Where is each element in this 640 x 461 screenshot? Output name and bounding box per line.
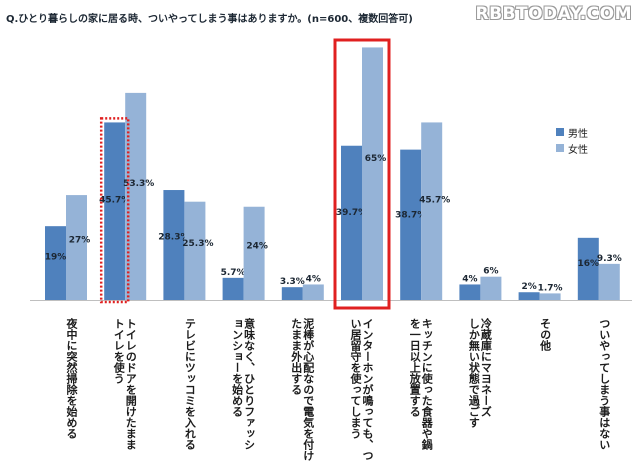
bar-female-5 (362, 47, 383, 300)
bar-male-9 (577, 237, 599, 300)
data-label-male-8: 2% (521, 282, 536, 292)
category-label-2: テレビにツッコミを入れる (183, 318, 197, 450)
data-label-male-4: 3.3% (280, 277, 305, 287)
legend-item-male: 男性 (556, 124, 588, 140)
data-label-male-1: 45.7% (99, 195, 130, 205)
highlight-solid-box (333, 38, 391, 310)
bar-female-4 (302, 284, 324, 300)
category-label-7: 冷蔵庫にマヨネーズ しか無い状態で過ごす (467, 318, 493, 428)
data-label-male-9: 16% (578, 259, 600, 269)
data-label-male-3: 5.7% (221, 268, 246, 278)
category-label-9: ついやってしまう事はない (597, 318, 611, 450)
category-label-0: 夜中に突然掃除を始める (65, 318, 78, 439)
bar-female-3 (243, 206, 265, 300)
data-label-female-5: 65% (365, 154, 387, 164)
bar-female-9 (598, 263, 620, 300)
chart-title: Q.ひとり暮らしの家に居る時、ついやってしまう事はありますか。(n=600、複数… (6, 14, 413, 25)
bar-female-6 (421, 122, 443, 301)
legend-label-male: 男性 (568, 128, 588, 140)
data-label-male-6: 38.7% (395, 210, 426, 220)
data-label-female-1: 53.3% (123, 179, 154, 189)
data-label-male-7: 4% (462, 274, 477, 284)
category-label-3: 意味なく、ひとりファッシ ョンショーを始める (230, 318, 256, 450)
data-label-female-8: 1.7% (538, 283, 563, 293)
bar-male-5 (341, 145, 362, 300)
bar-female-7 (480, 276, 502, 300)
data-label-female-4: 4% (306, 274, 321, 284)
legend: 男性 女性 (556, 124, 588, 156)
bar-male-1 (104, 122, 126, 301)
category-label-6: キッチンに使った食器や鍋 を一日以上放置する (408, 318, 434, 450)
bar-male-2 (163, 190, 185, 300)
data-label-male-2: 28.3% (158, 233, 189, 243)
bar-female-0 (66, 195, 87, 300)
bar-male-7 (459, 284, 481, 300)
data-label-female-9: 9.3% (597, 254, 622, 264)
data-label-female-0: 27% (69, 235, 91, 245)
category-label-8: その他 (538, 318, 552, 351)
bar-male-4 (281, 287, 303, 300)
legend-label-female: 女性 (568, 144, 588, 156)
legend-swatch-female (556, 144, 564, 152)
data-label-female-6: 45.7% (419, 195, 450, 205)
category-label-1: トイレのドアを開けたまま トイレを使う (112, 318, 138, 450)
bar-male-6 (400, 149, 422, 300)
legend-swatch-male (556, 128, 564, 136)
bar-female-8 (539, 293, 561, 300)
bar-male-3 (222, 277, 244, 300)
data-label-female-2: 25.3% (182, 239, 213, 249)
data-label-female-3: 24% (246, 242, 268, 252)
data-label-male-0: 19% (45, 252, 67, 262)
data-label-female-7: 6% (483, 267, 498, 277)
bar-female-1 (125, 92, 147, 301)
bar-male-8 (518, 292, 540, 300)
data-label-male-5: 39.7% (336, 208, 367, 218)
bar-female-2 (184, 201, 206, 300)
legend-item-female: 女性 (556, 140, 588, 156)
bar-male-0 (45, 226, 66, 300)
highlight-dotted-box (99, 117, 130, 304)
watermark-logo: RBBTODAY.COM (475, 4, 632, 24)
category-label-4: 泥棒が心配なので電気を付け たまま外出する (289, 318, 315, 461)
category-label-5: インターホンが鳴っても、つ い居留守を使ってしまう (349, 318, 374, 461)
